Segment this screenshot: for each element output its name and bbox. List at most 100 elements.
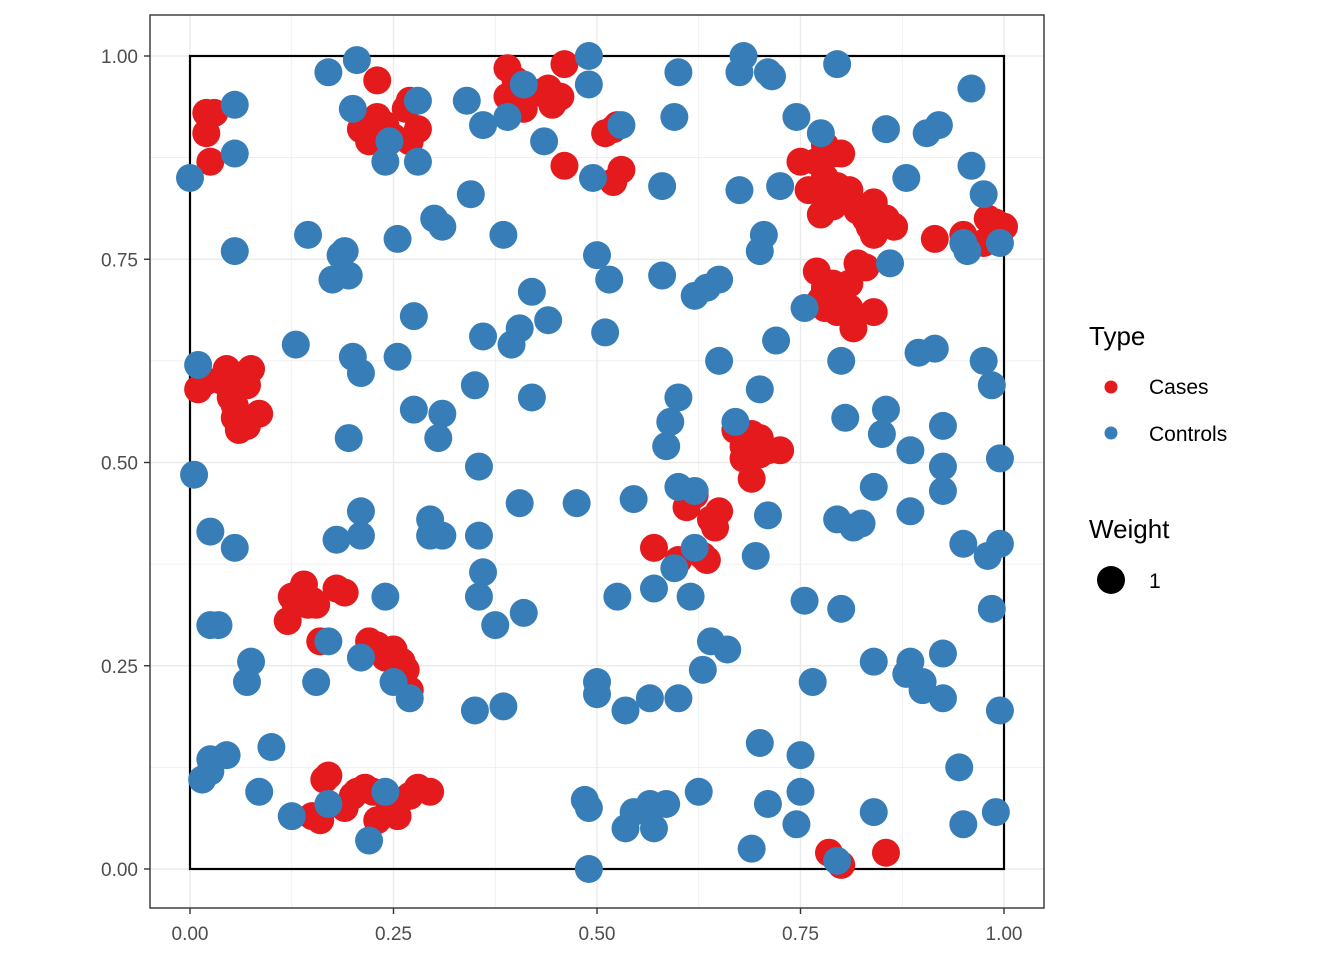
controls-point: [619, 485, 648, 514]
controls-point: [684, 777, 713, 806]
controls-point: [489, 220, 518, 249]
controls-point: [611, 814, 640, 843]
controls-point: [338, 94, 367, 123]
controls-point: [896, 436, 925, 465]
controls-point: [464, 521, 493, 550]
controls-point: [428, 399, 457, 428]
controls-point: [403, 86, 432, 115]
controls-point: [928, 476, 957, 505]
controls-point: [847, 509, 876, 538]
controls-point: [574, 70, 603, 99]
cases-point: [819, 192, 848, 221]
controls-point: [920, 334, 949, 363]
controls-point: [827, 346, 856, 375]
controls-point: [505, 489, 534, 518]
controls-point: [639, 574, 668, 603]
controls-point: [611, 696, 640, 725]
controls-point: [705, 265, 734, 294]
controls-point: [981, 798, 1010, 827]
controls-point: [245, 777, 274, 806]
controls-point: [741, 541, 770, 570]
controls-point: [713, 635, 742, 664]
controls-point: [469, 322, 498, 351]
controls-point: [725, 58, 754, 87]
controls-point: [493, 102, 522, 131]
controls-point: [705, 346, 734, 375]
controls-point: [827, 594, 856, 623]
controls-point: [721, 407, 750, 436]
controls-point: [456, 180, 485, 209]
cases-point: [546, 82, 575, 111]
controls-point: [871, 115, 900, 144]
controls-point: [489, 692, 518, 721]
controls-point: [871, 395, 900, 424]
controls-point: [876, 249, 905, 278]
data-points: [176, 42, 1018, 883]
controls-point: [753, 789, 782, 818]
controls-point: [896, 497, 925, 526]
controls-point: [745, 375, 774, 404]
controls-point: [823, 846, 852, 875]
controls-point: [346, 497, 375, 526]
controls-point: [399, 395, 428, 424]
legend-controls-key: [1104, 426, 1118, 440]
cases-point: [245, 399, 274, 428]
controls-point: [859, 647, 888, 676]
controls-point: [928, 452, 957, 481]
controls-point: [664, 684, 693, 713]
controls-point: [371, 582, 400, 611]
x-tick-label: 0.50: [579, 924, 616, 945]
cases-point: [550, 50, 579, 79]
controls-point: [635, 684, 664, 713]
controls-point: [664, 383, 693, 412]
controls-point: [957, 74, 986, 103]
controls-point: [782, 102, 811, 131]
controls-point: [957, 151, 986, 180]
controls-point: [660, 102, 689, 131]
controls-point: [188, 765, 217, 794]
controls-point: [302, 668, 331, 697]
y-tick-label: 0.25: [101, 657, 138, 678]
y-tick-label: 1.00: [101, 47, 138, 68]
controls-point: [928, 639, 957, 668]
controls-point: [591, 318, 620, 347]
controls-point: [737, 834, 766, 863]
controls-point: [578, 163, 607, 192]
controls-point: [786, 741, 815, 770]
controls-point: [973, 541, 1002, 570]
controls-point: [395, 684, 424, 713]
controls-point: [509, 70, 538, 99]
axes: 0.00 0.25 0.50 0.75 1.00 0.00 0.25 0.50 0.75 1.00: [101, 47, 1022, 945]
controls-point: [220, 139, 249, 168]
controls-point: [831, 403, 860, 432]
controls-point: [969, 180, 998, 209]
cases-point: [859, 298, 888, 327]
cases-point: [232, 371, 261, 400]
controls-point: [232, 668, 261, 697]
controls-point: [196, 517, 225, 546]
controls-point: [355, 826, 384, 855]
controls-point: [469, 558, 498, 587]
y-tick-label: 0.00: [101, 860, 138, 881]
controls-point: [977, 371, 1006, 400]
controls-point: [334, 424, 363, 453]
controls-point: [257, 733, 286, 762]
controls-point: [928, 684, 957, 713]
cases-point: [550, 151, 579, 180]
controls-point: [517, 383, 546, 412]
controls-point: [664, 58, 693, 87]
cases-point: [416, 777, 445, 806]
controls-point: [859, 472, 888, 501]
cases-point: [871, 838, 900, 867]
legend-weight-label: 1: [1149, 570, 1161, 593]
controls-point: [314, 58, 343, 87]
controls-point: [428, 212, 457, 241]
cases-point: [363, 66, 392, 95]
controls-point: [574, 794, 603, 823]
controls-point: [949, 529, 978, 558]
controls-point: [399, 302, 428, 331]
controls-point: [928, 411, 957, 440]
controls-point: [790, 586, 819, 615]
legend-cases-label: Cases: [1149, 376, 1209, 399]
